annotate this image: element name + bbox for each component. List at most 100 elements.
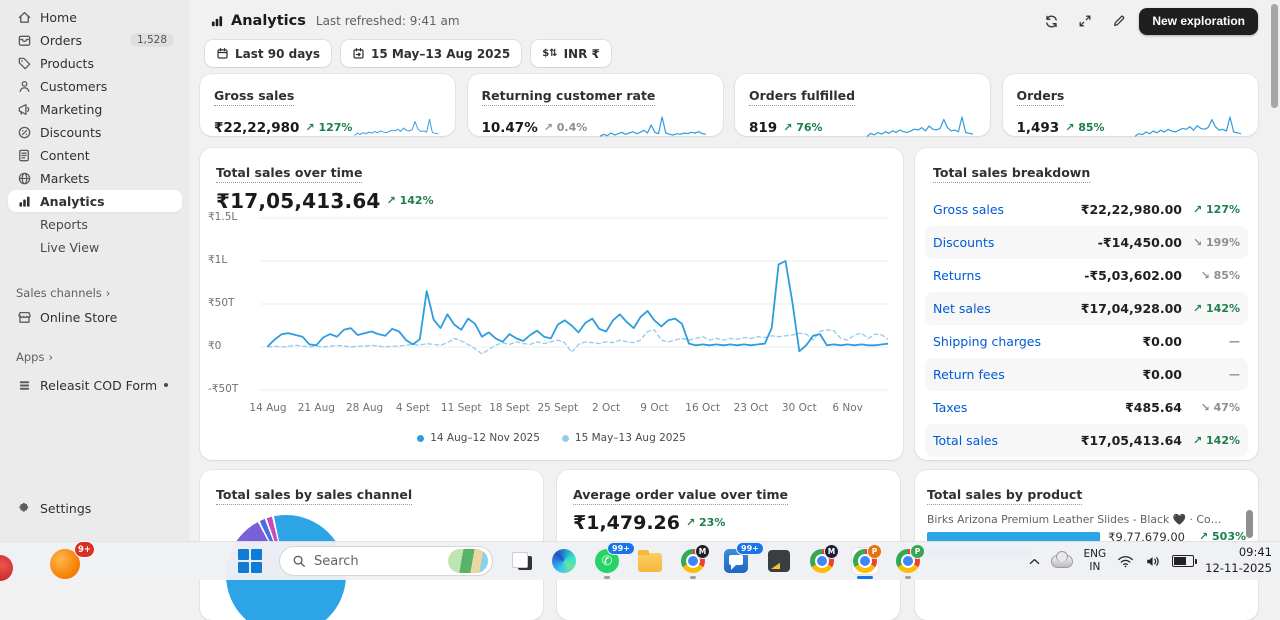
orders-icon <box>16 32 32 48</box>
sidebar-item-discounts[interactable]: Discounts <box>8 121 182 143</box>
taskbar-search[interactable]: Search <box>279 546 493 576</box>
chart-legend: 14 Aug–12 Nov 2025 15 May–13 Aug 2025 <box>200 432 903 444</box>
date-range-button[interactable]: Last 90 days <box>205 40 331 67</box>
x-tick-label: 9 Oct <box>640 402 669 414</box>
taskbar-notepad[interactable] <box>766 548 792 574</box>
chrome-profile-badge-p: P <box>867 544 882 559</box>
chart-card-title[interactable]: Total sales over time <box>216 165 363 183</box>
x-tick-label: 21 Aug <box>297 402 335 414</box>
kpi-card-gross-sales: Gross sales ₹22,22,980 ↗ 127% <box>200 74 455 136</box>
settings-icon <box>16 500 32 516</box>
breakdown-row: Net sales ₹17,04,928.00 ↗ 142% <box>925 291 1248 325</box>
sidebar-item-label: Content <box>40 147 90 163</box>
breakdown-link[interactable]: Discounts <box>933 234 995 250</box>
sidebar-item-live-view[interactable]: Live View <box>8 236 182 258</box>
tray-chevron-up-icon[interactable] <box>1029 558 1040 565</box>
aov-card-title[interactable]: Average order value over time <box>573 487 789 505</box>
chart-value-row: ₹17,05,413.64 ↗ 142% <box>216 189 887 213</box>
app-icon <box>16 377 32 393</box>
currency-button[interactable]: $⇅ INR ₹ <box>531 40 611 67</box>
legend-item[interactable]: 15 May–13 Aug 2025 <box>561 432 686 444</box>
breakdown-delta: ↗ 142% <box>1192 301 1240 315</box>
taskbar-file-explorer[interactable] <box>637 548 663 574</box>
sidebar-item-content[interactable]: Content <box>8 144 182 166</box>
breakdown-link[interactable]: Gross sales <box>933 201 1005 217</box>
x-tick-label: 11 Sept <box>440 402 482 414</box>
breakdown-value: ₹0.00 <box>1142 366 1182 382</box>
page-scrollbar-thumb[interactable] <box>1271 4 1278 108</box>
line-chart-plot[interactable] <box>260 210 888 400</box>
expand-button[interactable] <box>1071 8 1099 34</box>
edit-button[interactable] <box>1105 8 1133 34</box>
product-label: Birks Arizona Premium Leather Slides - B… <box>927 512 1227 526</box>
sidebar-item-settings[interactable]: Settings <box>8 497 182 519</box>
apps-header[interactable]: Apps › <box>16 350 174 364</box>
breakdown-delta: ↗ 127% <box>1192 202 1240 216</box>
product-bar[interactable] <box>927 531 1101 542</box>
wifi-icon[interactable] <box>1117 555 1134 568</box>
breakdown-link[interactable]: Shipping charges <box>933 333 1042 349</box>
breakdown-value: ₹17,05,413.64 <box>1080 432 1182 448</box>
product-card-title[interactable]: Total sales by product <box>927 487 1083 505</box>
channel-card-title[interactable]: Total sales by sales channel <box>216 487 413 505</box>
kpi-value-row: 819 ↗ 76% <box>749 113 976 143</box>
product-card-scrollbar[interactable] <box>1246 510 1253 538</box>
kpi-title[interactable]: Orders fulfilled <box>749 88 856 106</box>
date-text: 12-11-2025 <box>1205 561 1272 575</box>
new-exploration-button[interactable]: New exploration <box>1139 7 1258 35</box>
refresh-button[interactable] <box>1037 8 1065 34</box>
kpi-title[interactable]: Gross sales <box>214 88 295 106</box>
kpi-title[interactable]: Orders <box>1016 88 1065 106</box>
legend-item[interactable]: 14 Aug–12 Nov 2025 <box>417 432 540 444</box>
task-view-button[interactable] <box>510 550 534 572</box>
breakdown-link[interactable]: Net sales <box>933 300 991 316</box>
sidebar-item-releasit-cod-form[interactable]: Releasit COD Form <box>8 374 182 396</box>
taskbar-chrome-1[interactable]: M <box>680 544 710 579</box>
language-indicator[interactable]: ENG IN <box>1084 548 1107 574</box>
sidebar-item-customers[interactable]: Customers <box>8 75 182 97</box>
search-highlight-image[interactable] <box>448 549 488 573</box>
taskbar-edge[interactable] <box>551 548 577 574</box>
kpi-delta: ↗ 76% <box>783 121 823 135</box>
breakdown-row: Gross sales ₹22,22,980.00 ↗ 127% <box>925 193 1248 226</box>
x-tick-label: 16 Oct <box>685 402 721 414</box>
breakdown-link[interactable]: Return fees <box>933 366 1005 382</box>
breakdown-link[interactable]: Taxes <box>933 399 968 415</box>
sidebar: Home Orders 1,528 Products Customers Marketin… <box>0 0 190 542</box>
floating-notification[interactable]: 9+ <box>50 541 96 579</box>
breakdown-delta: ↗ 142% <box>1192 433 1240 447</box>
sidebar-item-products[interactable]: Products <box>8 52 182 74</box>
taskbar-chat[interactable]: 99+ <box>723 542 764 574</box>
taskbar-chrome-m[interactable]: M <box>809 544 839 574</box>
sales-channels-header[interactable]: Sales channels › <box>16 286 174 300</box>
sidebar-item-orders[interactable]: Orders 1,528 <box>8 29 182 51</box>
taskbar-chrome-p-active[interactable]: P <box>852 544 882 579</box>
edge-peek-icon[interactable] <box>0 555 13 581</box>
windows-start-button[interactable] <box>238 549 262 573</box>
sidebar-item-label: Orders <box>40 32 83 48</box>
content-icon <box>16 147 32 163</box>
breakdown-link[interactable]: Returns <box>933 267 981 283</box>
product-delta: ↗ 503% <box>1198 530 1246 544</box>
speaker-icon[interactable] <box>1145 555 1161 568</box>
battery-icon[interactable] <box>1172 555 1198 567</box>
compare-range-button[interactable]: 15 May–13 Aug 2025 <box>340 40 522 67</box>
kpi-title[interactable]: Returning customer rate <box>481 88 656 106</box>
sidebar-item-reports[interactable]: Reports <box>8 213 182 235</box>
breakdown-title[interactable]: Total sales breakdown <box>933 165 1091 183</box>
taskbar-clock[interactable]: 09:41 12-11-2025 <box>1205 545 1272 576</box>
breakdown-link[interactable]: Total sales <box>933 432 999 448</box>
sidebar-item-label: Markets <box>40 170 90 186</box>
sidebar-item-markets[interactable]: Markets <box>8 167 182 189</box>
sidebar-item-marketing[interactable]: Marketing <box>8 98 182 120</box>
onedrive-cloud-icon[interactable] <box>1050 550 1073 568</box>
x-tick-label: 25 Sept <box>537 402 579 414</box>
taskbar-whatsapp[interactable]: ✆ 99+ <box>594 542 635 579</box>
y-tick-label: ₹0 <box>208 340 222 352</box>
kpi-delta: ↗ 85% <box>1065 121 1105 135</box>
sidebar-item-home[interactable]: Home <box>8 6 182 28</box>
x-tick-label: 6 Nov <box>832 402 863 414</box>
taskbar-chrome-p2[interactable]: P <box>895 544 925 579</box>
sidebar-item-analytics[interactable]: Analytics <box>8 190 182 212</box>
sidebar-item-online-store[interactable]: Online Store <box>8 306 182 328</box>
